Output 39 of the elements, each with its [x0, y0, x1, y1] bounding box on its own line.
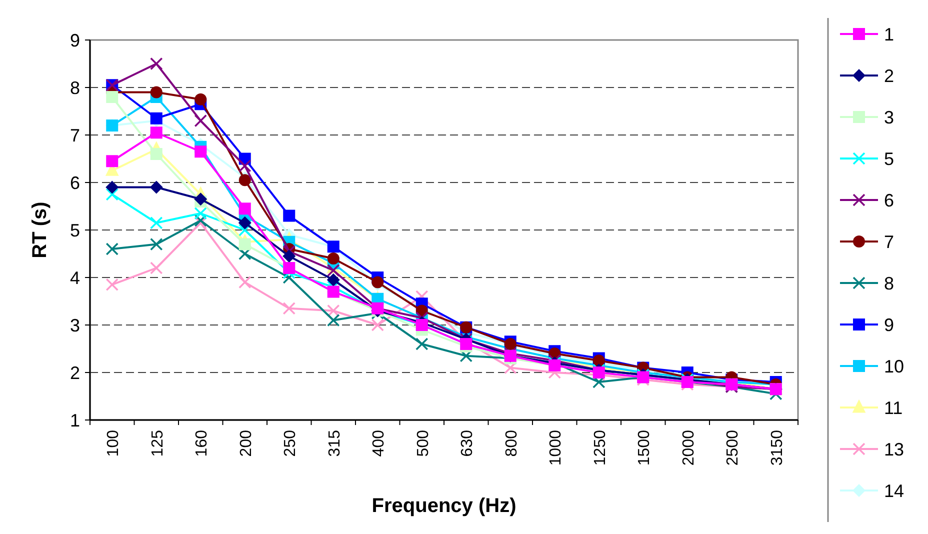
x-tick-label: 1250 — [592, 430, 609, 466]
x-tick-label: 100 — [105, 430, 122, 457]
legend-label: 10 — [884, 356, 904, 376]
y-tick-label: 9 — [70, 30, 80, 50]
y-tick-label: 7 — [70, 125, 80, 146]
legend-label: 11 — [884, 398, 903, 418]
y-axis-title: RT (s) — [29, 202, 51, 258]
x-tick-label: 400 — [370, 430, 388, 457]
y-tick-label: 4 — [70, 268, 80, 288]
y-tick-label: 2 — [70, 362, 80, 383]
x-tick-label: 630 — [459, 430, 476, 457]
x-axis-title: Frequency (Hz) — [372, 495, 516, 517]
legend-label: 6 — [884, 190, 894, 210]
x-tick-label: 160 — [194, 430, 211, 457]
legend-label: 14 — [884, 480, 904, 501]
legend-label: 3 — [884, 107, 894, 128]
x-tick-label: 125 — [149, 430, 166, 457]
x-tick-label: 1000 — [548, 430, 565, 466]
legend-label: 8 — [884, 273, 894, 294]
x-tick-label: 2500 — [724, 430, 742, 466]
legend-label: 5 — [884, 148, 894, 169]
x-tick-label: 315 — [326, 430, 344, 457]
y-tick-label: 3 — [70, 315, 80, 336]
y-tick-label: 8 — [70, 78, 80, 98]
legend-label: 2 — [884, 66, 894, 86]
y-tick-label: 1 — [70, 410, 80, 430]
x-tick-label: 800 — [503, 430, 520, 457]
x-tick-label: 1500 — [636, 430, 654, 466]
legend-label: 1 — [884, 24, 894, 44]
x-tick-label: 200 — [238, 430, 255, 457]
legend-label: 7 — [884, 232, 894, 252]
legend-label: 9 — [884, 314, 894, 335]
y-tick-label: 5 — [70, 220, 80, 240]
x-tick-label: 250 — [282, 430, 300, 457]
x-tick-label: 2000 — [680, 430, 698, 466]
legend-label: 13 — [884, 439, 904, 460]
x-tick-label: 500 — [414, 430, 432, 457]
x-tick-label: 3150 — [768, 430, 786, 466]
y-tick-label: 6 — [70, 172, 80, 193]
